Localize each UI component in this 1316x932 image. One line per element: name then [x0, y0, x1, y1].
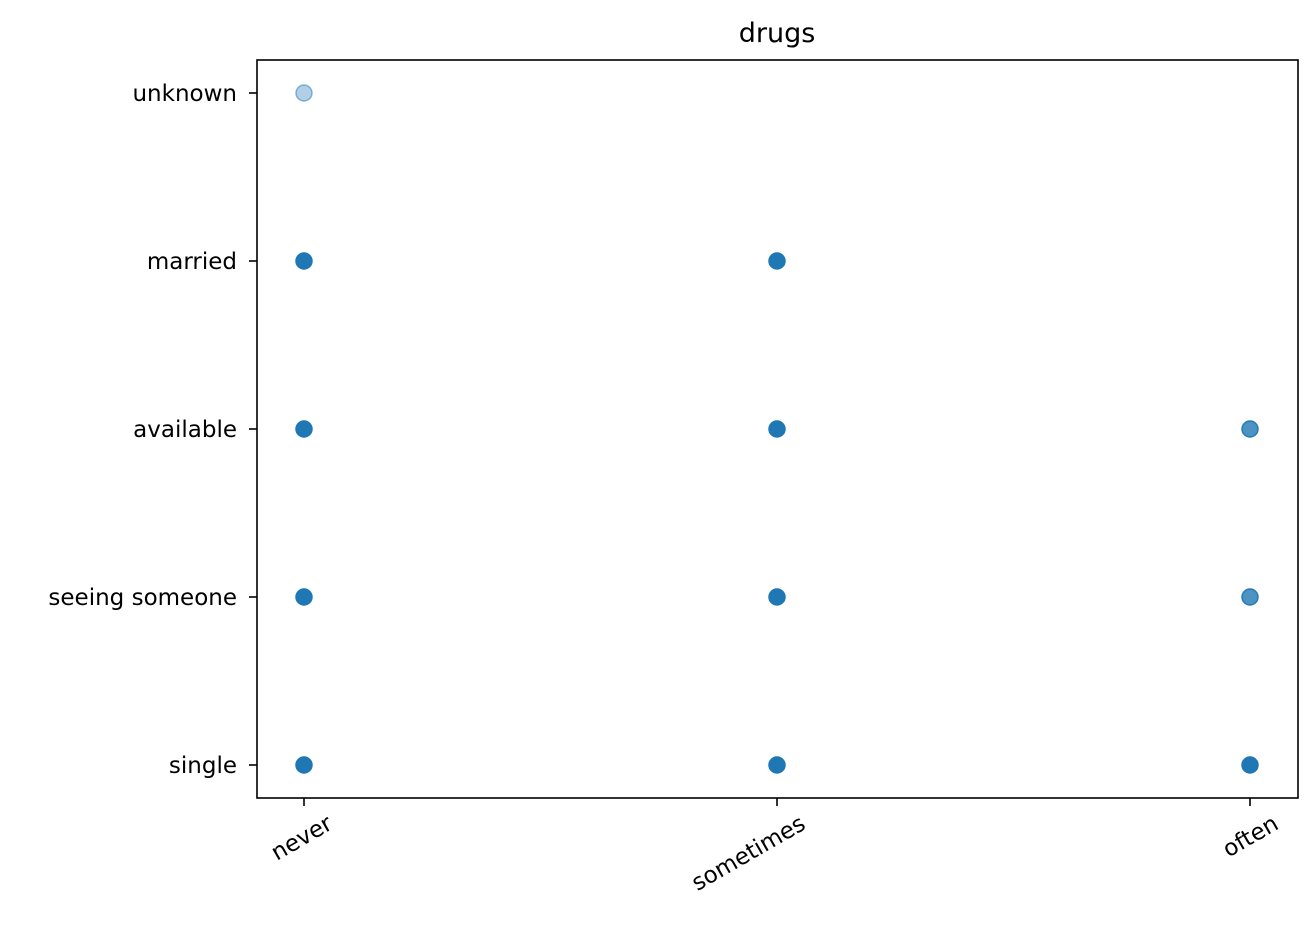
scatter-point [295, 252, 313, 270]
scatter-point [295, 756, 313, 774]
y-tick-label: married [147, 249, 237, 275]
x-tick-label: often [1218, 811, 1283, 863]
y-tick-label: single [169, 753, 237, 779]
scatter-point [1241, 588, 1259, 606]
y-tick-label: unknown [132, 81, 237, 107]
scatter-point [295, 84, 313, 102]
scatter-point [768, 756, 786, 774]
x-tick-label: never [267, 810, 338, 866]
y-tick-label: available [133, 417, 237, 443]
scatter-points [295, 84, 1259, 774]
scatter-point [768, 252, 786, 270]
scatter-point [768, 420, 786, 438]
y-axis: single seeing someone available married unkn… [48, 81, 257, 779]
y-tick-label: seeing someone [48, 585, 237, 611]
x-axis: never sometimes often [267, 798, 1283, 896]
scatter-point [1241, 756, 1259, 774]
scatter-point [1241, 420, 1259, 438]
scatter-point [295, 420, 313, 438]
scatter-point [768, 588, 786, 606]
scatter-point [295, 588, 313, 606]
chart-title: drugs [739, 18, 816, 49]
x-tick-label: sometimes [687, 811, 810, 897]
